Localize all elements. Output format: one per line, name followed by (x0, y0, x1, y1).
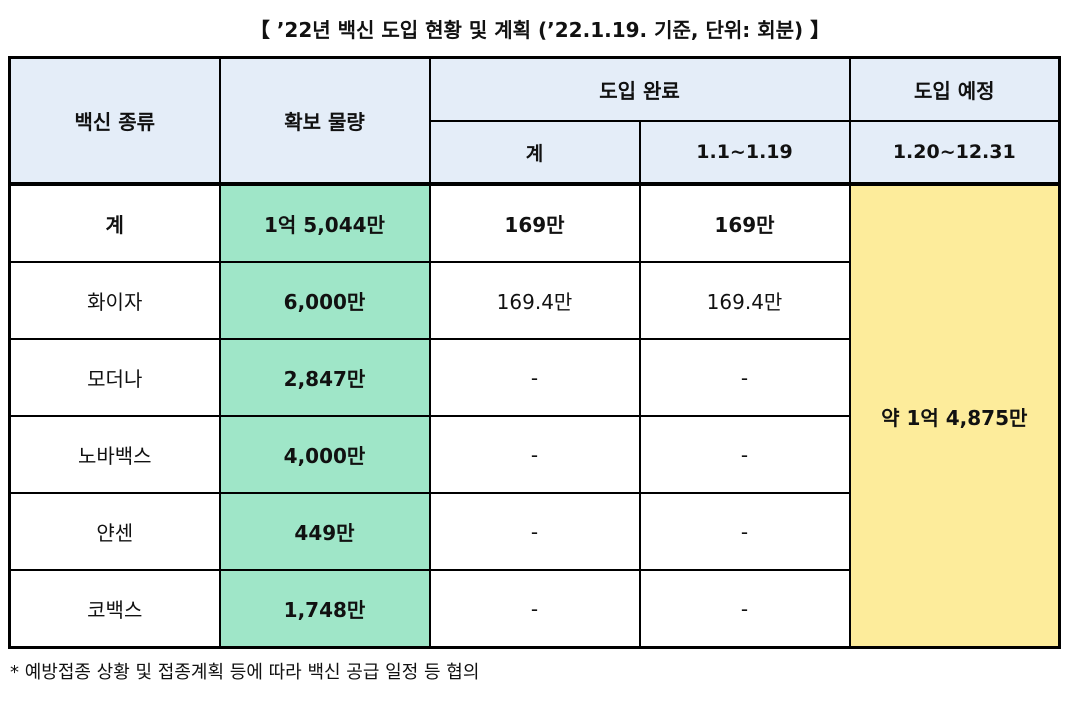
header-introduced-done: 도입 완료 (428, 56, 851, 122)
cell-secured: 6,000만 (218, 261, 431, 340)
cell-period-done: - (638, 338, 851, 417)
header-secured-amount: 확보 물량 (218, 56, 431, 185)
cell-period-done: - (638, 415, 851, 494)
cell-period-done: 169.4만 (638, 261, 851, 340)
cell-total-done: - (428, 338, 641, 417)
subheader-period-planned: 1.20~12.31 (848, 120, 1061, 185)
cell-vaccine-name: 코백스 (8, 569, 221, 649)
cell-total-done: - (428, 415, 641, 494)
cell-total-done: - (428, 569, 641, 649)
table-title: 【 ’22년 백신 도입 현황 및 계획 (’22.1.19. 기준, 단위: … (249, 18, 831, 42)
cell-vaccine-name: 얀센 (8, 492, 221, 571)
header-vaccine-type: 백신 종류 (8, 56, 221, 185)
table-row-total: 계 1억 5,044만 169만 169만 약 1억 4,875만 (8, 182, 1061, 649)
cell-total-done: - (428, 492, 641, 571)
cell-secured: 1,748만 (218, 569, 431, 649)
cell-total-done: 169.4만 (428, 261, 641, 340)
footnote: * 예방접종 상황 및 접종계획 등에 따라 백신 공급 일정 등 협의 (10, 662, 480, 683)
cell-period-done: - (638, 569, 851, 649)
cell-total-done: 169만 (428, 182, 641, 263)
cell-secured: 4,000만 (218, 415, 431, 494)
header-introduced-planned: 도입 예정 (848, 56, 1061, 122)
subheader-total: 계 (428, 120, 641, 185)
cell-secured: 2,847만 (218, 338, 431, 417)
cell-secured: 1억 5,044만 (218, 182, 431, 263)
cell-vaccine-name: 노바백스 (8, 415, 221, 494)
vaccine-table: 백신 종류 확보 물량 도입 완료 도입 예정 계 1.1~1.19 1.20~… (8, 56, 1062, 649)
cell-period-done: 169만 (638, 182, 851, 263)
table-row: 모더나 2,847만 - - (8, 338, 1060, 417)
subheader-period-done: 1.1~1.19 (638, 120, 851, 185)
cell-secured: 449만 (218, 492, 431, 571)
table-row: 코백스 1,748만 - - (8, 569, 1060, 649)
cell-vaccine-name: 계 (8, 182, 221, 263)
cell-vaccine-name: 화이자 (8, 261, 221, 340)
cell-period-done: - (638, 492, 851, 571)
table-row: 얀센 449만 - - (8, 492, 1060, 571)
cell-planned-total: 약 1억 4,875만 (848, 182, 1061, 649)
table-row: 화이자 6,000만 169.4만 169.4만 (8, 261, 1060, 340)
cell-vaccine-name: 모더나 (8, 338, 221, 417)
table-row: 노바백스 4,000만 - - (8, 415, 1060, 494)
